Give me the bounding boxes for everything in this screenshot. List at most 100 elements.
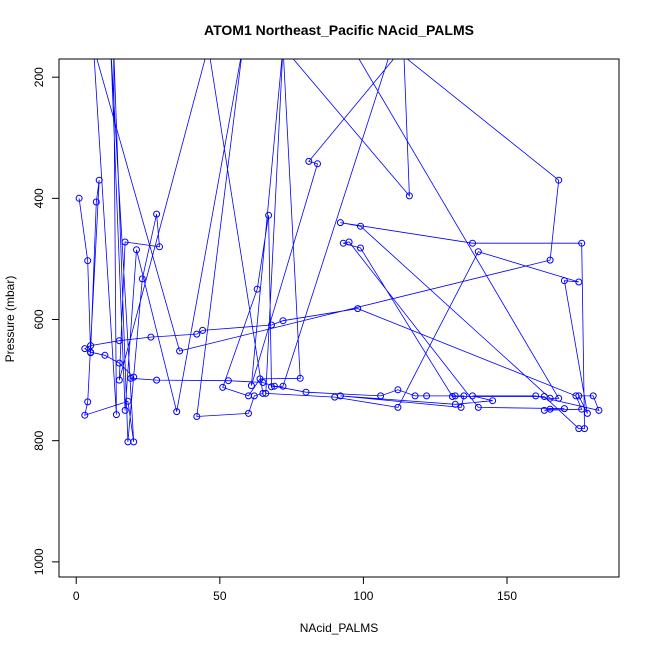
data-point <box>245 409 252 417</box>
data-point <box>394 386 402 394</box>
data-point <box>357 222 364 230</box>
data-point <box>95 176 103 184</box>
data-point <box>84 398 92 406</box>
data-point <box>405 192 413 200</box>
y-tick-label: 400 <box>32 188 46 208</box>
data-point <box>357 244 364 252</box>
data-point <box>115 359 123 367</box>
data-point <box>572 392 580 400</box>
series-line <box>78 59 600 442</box>
data-point <box>92 198 100 206</box>
data-point <box>147 333 155 341</box>
data-point <box>279 317 287 325</box>
data-point <box>247 382 255 390</box>
data-point <box>156 243 163 251</box>
data-point <box>354 305 362 313</box>
data-point <box>546 405 554 413</box>
data-point <box>193 330 201 338</box>
data-point <box>224 377 232 385</box>
data-point <box>560 405 568 413</box>
data-point <box>546 394 554 402</box>
data-point <box>595 406 603 414</box>
data-point <box>339 239 347 247</box>
plot-area <box>75 59 603 446</box>
data-point <box>474 248 482 256</box>
data-point <box>101 351 109 359</box>
y-tick-label: 1000 <box>32 548 46 575</box>
data-point <box>555 394 563 402</box>
data-point <box>460 392 468 400</box>
data-point <box>575 278 583 286</box>
data-point <box>115 337 123 345</box>
data-point <box>555 176 563 184</box>
data-point <box>121 406 129 414</box>
x-tick-label: 50 <box>213 589 227 603</box>
data-point <box>75 194 83 202</box>
data-point <box>219 383 227 391</box>
data-point <box>451 392 459 400</box>
data-point <box>121 238 129 246</box>
data-point <box>469 239 476 247</box>
data-point <box>84 257 92 265</box>
data-point <box>589 392 597 400</box>
data-point <box>153 376 161 384</box>
y-tick-label: 600 <box>32 309 46 329</box>
data-point <box>265 211 273 219</box>
data-point <box>124 438 132 446</box>
data-point <box>176 347 184 355</box>
x-tick-label: 0 <box>73 589 80 603</box>
y-tick-label: 200 <box>32 67 46 87</box>
data-point <box>532 392 540 400</box>
data-point <box>245 392 252 400</box>
data-point <box>259 389 267 397</box>
data-point <box>469 392 476 400</box>
data-point <box>124 397 132 405</box>
data-point <box>115 376 123 384</box>
data-point <box>474 403 482 411</box>
data-point <box>302 388 310 396</box>
data-point <box>451 400 459 408</box>
x-tick-label: 100 <box>353 589 373 603</box>
data-point <box>133 246 140 254</box>
data-point <box>578 239 586 247</box>
data-point <box>173 408 181 416</box>
data-point <box>87 348 95 356</box>
data-point <box>87 342 95 350</box>
data-point <box>253 285 261 293</box>
data-point <box>377 392 385 400</box>
data-point <box>394 403 402 411</box>
data-point <box>336 219 344 227</box>
data-point <box>270 382 278 390</box>
data-point <box>81 345 89 353</box>
x-axis-label: NAcid_PALMS <box>300 621 378 635</box>
data-point <box>296 374 304 382</box>
data-point <box>81 411 89 419</box>
data-point <box>279 382 287 390</box>
chart-title: ATOM1 Northeast_Pacific NAcid_PALMS <box>204 22 474 38</box>
data-point <box>259 379 267 386</box>
y-tick-label: 800 <box>32 430 46 450</box>
data-point <box>138 275 146 283</box>
data-point <box>560 277 568 285</box>
data-point <box>314 160 321 168</box>
data-point <box>268 383 275 391</box>
data-point <box>448 393 456 400</box>
data-point <box>578 405 586 413</box>
data-point <box>489 397 497 405</box>
data-point <box>546 256 554 264</box>
data-point <box>583 409 591 417</box>
plot-frame <box>58 58 620 578</box>
data-point <box>457 403 465 411</box>
data-point <box>153 210 161 218</box>
data-point <box>305 157 313 165</box>
data-point <box>581 425 588 433</box>
data-point <box>336 392 344 400</box>
data-point <box>575 392 583 400</box>
data-point <box>423 392 431 400</box>
y-axis-label: Pressure (mbar) <box>3 276 17 363</box>
x-tick-label: 150 <box>497 589 517 603</box>
data-point <box>411 392 419 400</box>
data-point <box>112 411 120 419</box>
